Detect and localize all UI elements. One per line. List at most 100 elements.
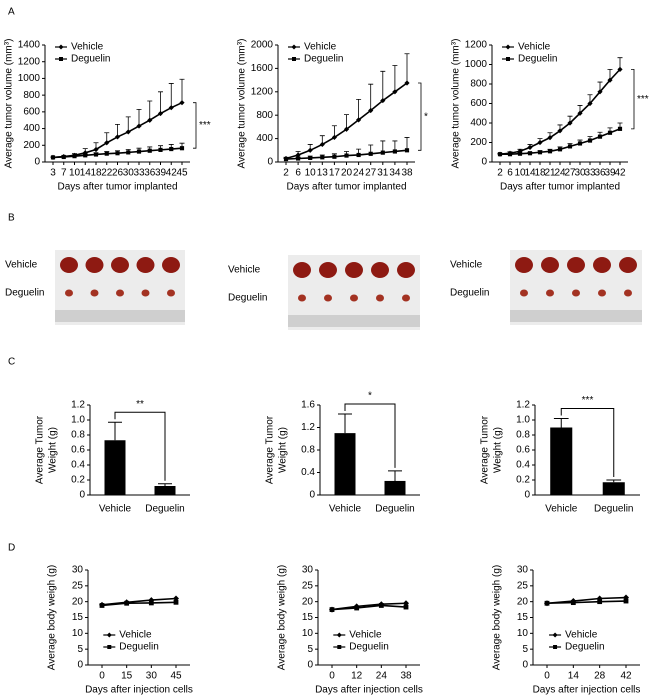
- tumor: [298, 294, 306, 302]
- marker: [570, 600, 576, 606]
- marker: [392, 89, 398, 95]
- tumor: [376, 294, 384, 302]
- y-tick-label: 1.6: [301, 400, 315, 411]
- x-tick-label: Deguelin: [375, 504, 414, 515]
- ruler: [288, 315, 420, 327]
- x-tick-label: 7: [61, 168, 67, 179]
- x-axis-label: Days after injection cells: [85, 685, 193, 695]
- x-tick-label: 28: [594, 671, 606, 682]
- marker: [343, 126, 350, 132]
- x-tick-label: 27: [365, 168, 377, 179]
- y-axis-label: Average tumor volume (mm³): [237, 39, 248, 169]
- tumor: [111, 257, 129, 273]
- y-tick-label: 0.6: [71, 445, 85, 456]
- marker: [136, 123, 142, 129]
- x-tick-label: 14: [568, 671, 580, 682]
- marker: [607, 130, 613, 135]
- y-tick-label: 0.4: [301, 467, 315, 478]
- error-bar: [392, 65, 398, 92]
- significance-bracket: [193, 102, 197, 149]
- x-tick-label: 6: [295, 168, 301, 179]
- y-tick-label: 800: [256, 110, 273, 121]
- photo-label: Vehicle: [450, 260, 483, 271]
- x-tick-label: 18: [90, 168, 102, 179]
- error-bar: [553, 418, 569, 428]
- error-bar: [356, 99, 362, 120]
- marker: [329, 607, 335, 612]
- x-tick-label: 36: [594, 168, 606, 179]
- marker: [617, 66, 623, 72]
- y-tick-label: 30: [72, 565, 84, 576]
- y-tick-label: 200: [23, 140, 40, 151]
- x-tick-label: Deguelin: [594, 504, 633, 515]
- y-axis-label: Average Tumor: [480, 415, 491, 484]
- y-axis-label: Average body weigh (g): [277, 565, 288, 670]
- y-tick-label: 0: [524, 490, 530, 501]
- marker: [296, 156, 301, 161]
- y-tick-label: 5: [77, 644, 83, 655]
- significance-bracket: [631, 68, 635, 130]
- tumor: [350, 294, 358, 302]
- x-tick-label: 17: [329, 168, 341, 179]
- y-tick-label: 0.4: [516, 460, 530, 471]
- x-tick-label: 33: [584, 168, 596, 179]
- legend-label: Vehicle: [119, 630, 152, 641]
- x-tick-label: 22: [101, 168, 113, 179]
- marker: [356, 117, 362, 123]
- marker: [126, 150, 131, 155]
- marker: [380, 97, 386, 104]
- error-bar: [404, 137, 410, 151]
- legend-label: Vehicle: [518, 42, 551, 53]
- y-tick-label: 0: [522, 660, 528, 671]
- y-tick-label: 0.4: [71, 460, 85, 471]
- x-tick-label: 30: [146, 671, 158, 682]
- significance-bracket: [418, 82, 422, 151]
- marker: [392, 149, 397, 154]
- marker: [403, 604, 409, 610]
- x-tick-label: 24: [554, 168, 566, 179]
- marker: [567, 144, 573, 149]
- y-tick-label: 0.8: [516, 430, 530, 441]
- y-tick-label: 1600: [251, 63, 274, 74]
- marker: [104, 140, 110, 146]
- x-tick-label: Vehicle: [99, 504, 132, 515]
- x-tick-label: 10: [514, 168, 526, 179]
- marker: [354, 605, 360, 611]
- x-tick-label: 42: [614, 168, 626, 179]
- y-tick-label: 0: [77, 660, 83, 671]
- error-bar: [158, 91, 163, 114]
- x-tick-label: 2: [283, 168, 289, 179]
- tumor: [619, 257, 637, 273]
- panel-label: C: [8, 357, 15, 368]
- significance-bracket: [114, 411, 166, 481]
- legend-label: Vehicle: [71, 42, 104, 53]
- y-tick-label: 0: [309, 490, 315, 501]
- marker: [179, 146, 185, 151]
- marker: [356, 152, 361, 158]
- marker: [124, 600, 130, 606]
- bar: [334, 433, 356, 495]
- tumor: [60, 257, 78, 273]
- series-line: [546, 600, 627, 605]
- legend-label: Deguelin: [565, 642, 604, 653]
- y-tick-label: 600: [23, 106, 40, 117]
- x-tick-label: 34: [389, 168, 401, 179]
- marker: [292, 57, 296, 61]
- marker: [291, 44, 297, 50]
- x-axis-label: Days after tumor implanted: [286, 182, 406, 193]
- tumor: [293, 262, 311, 278]
- x-tick-label: 6: [507, 168, 513, 179]
- y-tick-label: 1.2: [301, 422, 315, 433]
- bar: [602, 482, 625, 495]
- y-tick-label: 0.6: [516, 445, 530, 456]
- y-tick-label: 10: [72, 628, 84, 639]
- x-axis-label: Days after injection cells: [533, 685, 641, 695]
- y-axis-label: Weight (g): [48, 427, 59, 473]
- x-tick-label: 24: [376, 671, 388, 682]
- marker: [552, 632, 558, 638]
- y-tick-label: 2000: [251, 40, 274, 51]
- marker: [623, 598, 629, 604]
- x-tick-label: 0: [544, 671, 550, 682]
- y-tick-label: 0: [481, 157, 487, 168]
